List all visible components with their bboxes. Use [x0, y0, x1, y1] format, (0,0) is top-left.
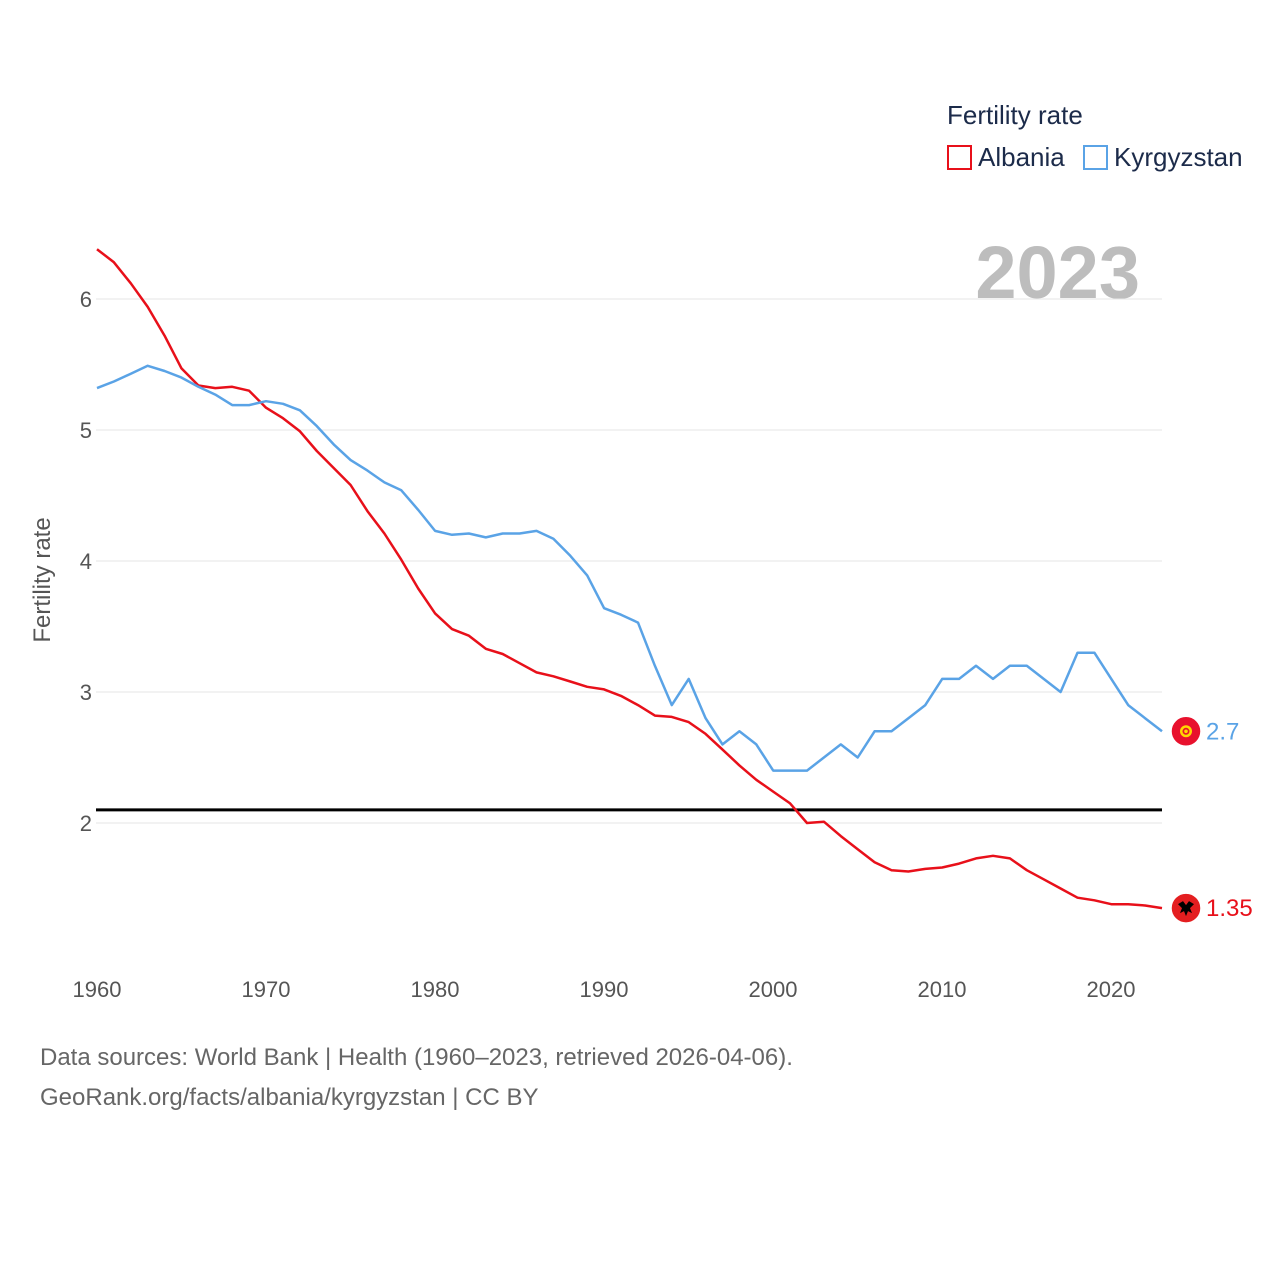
x-tick-label: 2000: [749, 977, 798, 1002]
footer-sources: Data sources: World Bank | Health (1960–…: [40, 1044, 793, 1071]
end-label-albania: 1.35: [1206, 895, 1253, 922]
x-tick-label: 1980: [411, 977, 460, 1002]
legend-label-albania[interactable]: Albania: [978, 142, 1065, 172]
x-tick-label: 1960: [73, 977, 122, 1002]
y-tick-label: 5: [80, 418, 92, 443]
fertility-rate-chart: Fertility rate Albania Kyrgyzstan 2023 F…: [29, 100, 1253, 1002]
y-ticks: 6 5 4 3 2: [80, 287, 92, 836]
x-tick-label: 1990: [580, 977, 629, 1002]
gridlines: [96, 298, 1162, 824]
series-line-albania[interactable]: [96, 248, 1163, 910]
x-tick-label: 1970: [242, 977, 291, 1002]
legend-label-kyrgyzstan[interactable]: Kyrgyzstan: [1114, 142, 1243, 172]
year-label: 2023: [975, 231, 1140, 314]
footer-link[interactable]: GeoRank.org/facts/albania/kyrgyzstan | C…: [40, 1084, 539, 1111]
y-tick-label: 6: [80, 287, 92, 312]
end-label-kyrgyzstan: 2.7: [1206, 718, 1239, 745]
y-tick-label: 2: [80, 811, 92, 836]
albania-flag-icon: [1170, 892, 1202, 924]
y-tick-label: 4: [80, 549, 92, 574]
series-line-kyrgyzstan[interactable]: [96, 364, 1163, 772]
y-axis-label: Fertility rate: [29, 517, 56, 642]
legend-swatch-kyrgyzstan[interactable]: [1083, 145, 1108, 170]
x-ticks: 1960 1970 1980 1990 2000 2010 2020: [73, 977, 1136, 1002]
y-tick-label: 3: [80, 680, 92, 705]
x-tick-label: 2010: [918, 977, 967, 1002]
kyrgyzstan-flag-icon: [1170, 715, 1202, 748]
legend-title: Fertility rate: [947, 100, 1083, 130]
legend-swatch-albania[interactable]: [947, 145, 972, 170]
x-tick-label: 2020: [1087, 977, 1136, 1002]
